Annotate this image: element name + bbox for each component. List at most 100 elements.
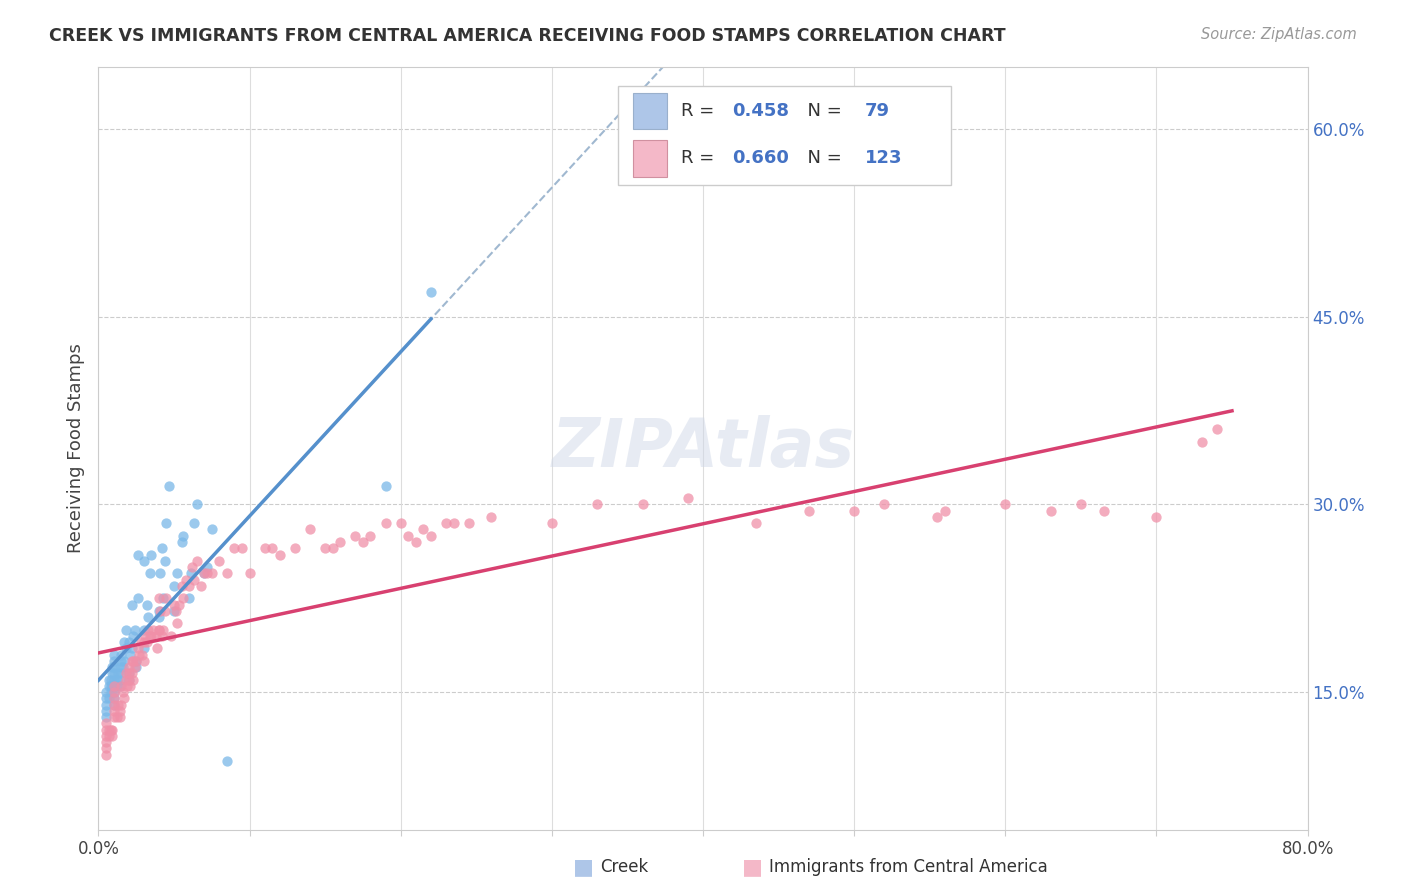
Point	[396, 529, 419, 543]
Point	[110, 698, 132, 712]
Point	[208, 554, 231, 568]
Point	[103, 654, 125, 668]
Text: CREEK VS IMMIGRANTS FROM CENTRAL AMERICA RECEIVING FOOD STAMPS CORRELATION CHART: CREEK VS IMMIGRANTS FROM CENTRAL AMERICA…	[49, 27, 1005, 45]
Point	[115, 679, 138, 693]
Point	[94, 691, 117, 706]
Point	[124, 660, 146, 674]
Point	[352, 535, 374, 549]
Point	[193, 566, 215, 581]
Point	[134, 629, 156, 643]
Point	[128, 648, 150, 662]
Point	[132, 641, 155, 656]
Point	[103, 704, 125, 718]
Point	[412, 523, 434, 537]
Point	[94, 704, 117, 718]
Point	[299, 523, 322, 537]
Text: N =: N =	[796, 150, 848, 168]
Point	[103, 685, 125, 699]
Point	[329, 535, 352, 549]
Point	[101, 723, 124, 737]
Point	[135, 598, 157, 612]
Point	[101, 679, 124, 693]
Point	[112, 654, 135, 668]
Point	[344, 529, 367, 543]
Point	[136, 623, 159, 637]
Point	[1144, 510, 1167, 524]
Point	[631, 498, 654, 512]
Point	[103, 660, 125, 674]
Point	[105, 679, 128, 693]
Point	[142, 623, 165, 637]
Point	[179, 579, 201, 593]
FancyBboxPatch shape	[619, 86, 950, 186]
Point	[179, 591, 201, 606]
Point	[167, 598, 190, 612]
Point	[110, 666, 132, 681]
Point	[103, 685, 125, 699]
Point	[101, 729, 124, 743]
Point	[186, 498, 208, 512]
Point	[110, 660, 132, 674]
Point	[114, 623, 136, 637]
Point	[155, 516, 177, 531]
Text: 0.660: 0.660	[733, 150, 789, 168]
Point	[98, 691, 121, 706]
Text: N =: N =	[796, 103, 848, 120]
Point	[239, 566, 262, 581]
Point	[1070, 498, 1092, 512]
Point	[100, 685, 122, 699]
Text: Immigrants from Central America: Immigrants from Central America	[769, 858, 1047, 876]
Point	[1191, 434, 1213, 449]
Point	[374, 516, 396, 531]
Point	[100, 723, 122, 737]
Point	[195, 566, 218, 581]
Point	[94, 685, 117, 699]
Point	[136, 610, 159, 624]
Point	[103, 679, 125, 693]
FancyBboxPatch shape	[633, 93, 666, 129]
Point	[215, 754, 238, 768]
Point	[170, 535, 193, 549]
Point	[540, 516, 562, 531]
Text: 123: 123	[865, 150, 903, 168]
Text: ZIPAtlas: ZIPAtlas	[551, 416, 855, 481]
Point	[139, 629, 162, 643]
Point	[129, 635, 152, 649]
Point	[201, 566, 224, 581]
Point	[1092, 504, 1115, 518]
Point	[269, 548, 291, 562]
Point	[100, 673, 122, 687]
Point	[120, 648, 142, 662]
Point	[181, 560, 204, 574]
Point	[149, 566, 172, 581]
Point	[797, 504, 820, 518]
Point	[94, 747, 117, 762]
Point	[103, 679, 125, 693]
Point	[127, 591, 149, 606]
Point	[150, 629, 173, 643]
Text: 0.458: 0.458	[733, 103, 789, 120]
Point	[159, 479, 181, 493]
Point	[146, 641, 169, 656]
Point	[114, 666, 136, 681]
Point	[108, 679, 131, 693]
Point	[231, 541, 253, 556]
Point	[163, 579, 186, 593]
Point	[132, 654, 155, 668]
Point	[405, 535, 427, 549]
Point	[1039, 504, 1062, 518]
Point	[121, 641, 143, 656]
Point	[118, 635, 141, 649]
Point	[481, 510, 503, 524]
Point	[112, 635, 135, 649]
Point	[190, 579, 212, 593]
Point	[148, 604, 170, 618]
FancyBboxPatch shape	[633, 140, 666, 177]
Point	[103, 691, 125, 706]
Point	[108, 673, 131, 687]
Point	[132, 623, 155, 637]
Point	[174, 573, 197, 587]
Y-axis label: Receiving Food Stamps: Receiving Food Stamps	[66, 343, 84, 553]
Point	[122, 673, 145, 687]
Point	[103, 691, 125, 706]
